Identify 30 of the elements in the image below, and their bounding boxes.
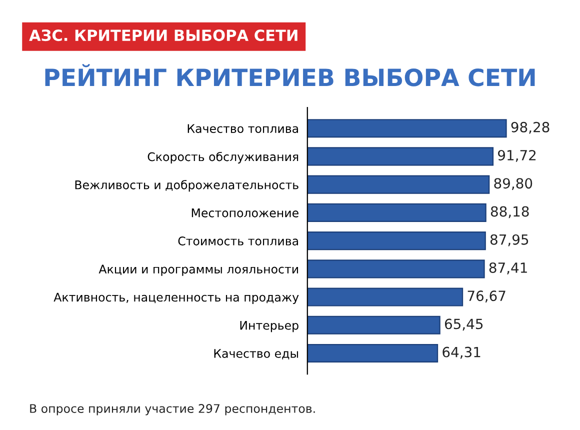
y-tick-label: Активность, нацеленность на продажу	[54, 292, 299, 304]
data-label: 98,28	[511, 122, 550, 134]
data-label: 89,80	[494, 178, 532, 190]
y-tick-label: Вежливость и доброжелательность	[75, 180, 298, 192]
bar	[307, 119, 507, 138]
bar	[307, 344, 438, 363]
data-label: 87,41	[489, 262, 527, 274]
bar	[307, 316, 440, 334]
bar	[307, 288, 464, 306]
bar	[307, 175, 490, 194]
y-tick-label: Качество еды	[214, 349, 298, 360]
bar	[307, 203, 486, 222]
data-label: 65,45	[444, 318, 483, 331]
y-tick-label: Местоположение	[192, 208, 298, 218]
data-label: 87,95	[490, 234, 528, 246]
data-label: 88,18	[490, 206, 529, 218]
chart-title: РЕЙТИНГ КРИТЕРИЕВ ВЫБОРА СЕТИ	[45, 64, 535, 86]
data-label: 91,72	[498, 150, 536, 162]
text: В опросе приняли участие 297 респондентов.	[30, 404, 315, 416]
bar	[307, 232, 486, 250]
data-label: 76,67	[468, 290, 506, 302]
bar	[307, 260, 485, 278]
y-tick-label: Качество топлива	[188, 124, 298, 133]
y-tick-label: Акции и программы лояльности	[98, 264, 298, 276]
text: АЗС. КРИТЕРИИ ВЫБОРА СЕТИ	[29, 30, 298, 42]
y-tick-label: Стоимость топлива	[178, 236, 298, 246]
data-label: 64,31	[442, 346, 480, 359]
y-tick-label: Интерьер	[240, 321, 298, 332]
y-tick-label: Скорость обслуживания	[148, 152, 298, 164]
bar	[307, 147, 494, 166]
